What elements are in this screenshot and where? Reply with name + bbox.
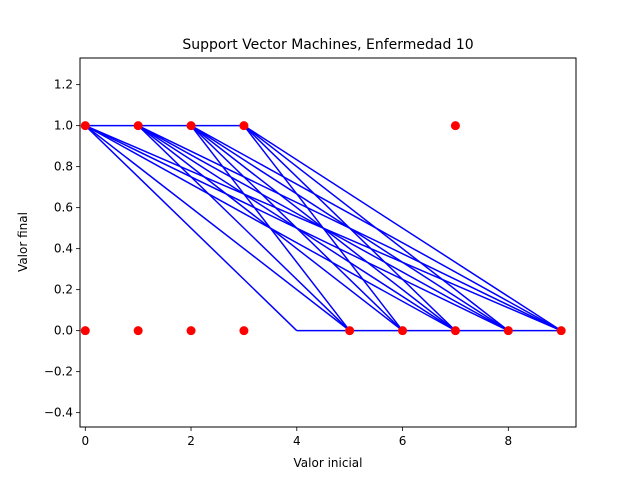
svm-line-13 — [190, 125, 404, 332]
data-point-6 — [133, 326, 143, 336]
svm-line-20 — [243, 125, 562, 332]
y-tick-label-1: −0.2 — [44, 365, 73, 379]
data-point-7 — [186, 326, 196, 336]
data-point-10 — [398, 326, 408, 336]
plot-lines — [84, 124, 562, 332]
data-point-13 — [556, 326, 566, 336]
x-axis-label: Valor inicial — [294, 456, 363, 470]
y-axis: −0.4 −0.2 0.0 0.2 0.4 0.6 0.8 1.0 1.2 — [44, 78, 80, 420]
y-tick-label-0: −0.4 — [44, 406, 73, 420]
y-tick-label-7: 1.0 — [54, 119, 73, 133]
data-point-3 — [239, 121, 249, 131]
y-tick-label-6: 0.8 — [54, 160, 73, 174]
data-point-2 — [186, 121, 196, 131]
svm-line-2 — [84, 125, 298, 332]
svm-line-19 — [243, 125, 509, 332]
x-tick-label-2: 4 — [293, 434, 301, 448]
plot-frame — [79, 57, 577, 428]
data-point-11 — [450, 326, 460, 336]
svm-line-7 — [137, 125, 351, 332]
svm-line-17 — [243, 125, 404, 332]
svm-line-12 — [190, 125, 351, 332]
y-tick-label-3: 0.2 — [54, 283, 73, 297]
chart-title: Support Vector Machines, Enfermedad 10 — [182, 37, 473, 53]
y-tick-label-5: 0.6 — [54, 201, 73, 215]
y-tick-label-4: 0.4 — [54, 242, 73, 256]
data-point-8 — [239, 326, 249, 336]
x-tick-label-3: 6 — [399, 434, 407, 448]
svm-line-18 — [243, 125, 456, 332]
x-tick-label-4: 8 — [504, 434, 512, 448]
y-tick-label-2: 0.0 — [54, 324, 73, 338]
x-axis: 0 2 4 6 8 — [81, 427, 512, 448]
data-point-9 — [345, 326, 355, 336]
data-point-4 — [450, 121, 460, 131]
x-tick-label-1: 2 — [187, 434, 195, 448]
data-point-12 — [503, 326, 513, 336]
svm-line-3 — [84, 125, 351, 332]
data-point-5 — [80, 326, 90, 336]
y-axis-label: Valor final — [16, 212, 30, 272]
data-point-1 — [133, 121, 143, 131]
x-tick-label-0: 0 — [81, 434, 89, 448]
data-point-0 — [80, 121, 90, 131]
plot-points — [80, 121, 566, 336]
y-tick-label-8: 1.2 — [54, 78, 73, 92]
